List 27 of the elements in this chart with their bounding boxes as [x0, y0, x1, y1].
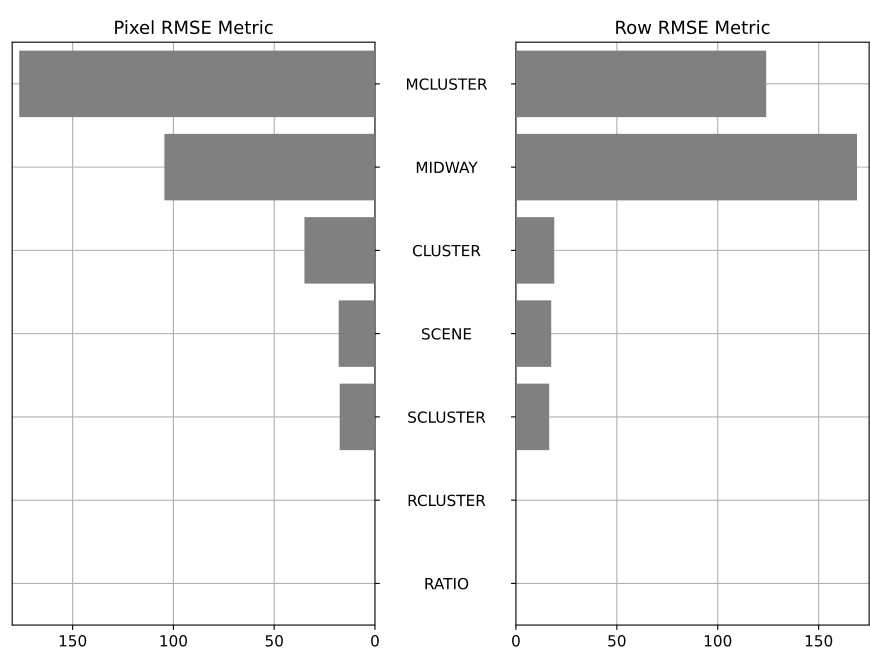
x-tick-label: 100 [160, 635, 187, 647]
x-tick-label: 50 [608, 635, 626, 647]
bar [338, 300, 375, 367]
x-tick-label: 100 [704, 635, 732, 647]
bar [164, 134, 375, 200]
y-tick-label: CLUSTER [412, 244, 481, 256]
bar [19, 50, 375, 118]
chart-title: Pixel RMSE Metric [115, 20, 273, 34]
bar [304, 217, 375, 284]
y-tick-label: RATIO [425, 578, 468, 590]
bar [516, 134, 858, 200]
x-tick-label: 0 [512, 635, 520, 647]
bar [516, 384, 550, 450]
x-tick-label: 150 [60, 635, 86, 647]
y-tick-label: SCLUSTER [408, 411, 486, 423]
bar [516, 217, 554, 284]
chart-title: Row RMSE Metric [616, 20, 770, 34]
bar [340, 384, 375, 450]
bar [516, 300, 552, 367]
x-tick-label: 50 [266, 635, 283, 647]
y-tick-label: MCLUSTER [406, 78, 488, 90]
x-tick-label: 150 [806, 635, 832, 647]
y-tick-label: RCLUSTER [408, 494, 486, 506]
y-tick-label: MIDWAY [416, 162, 478, 173]
x-tick-label: 0 [371, 635, 379, 647]
bar [516, 50, 766, 118]
y-tick-label: SCENE [422, 328, 472, 340]
